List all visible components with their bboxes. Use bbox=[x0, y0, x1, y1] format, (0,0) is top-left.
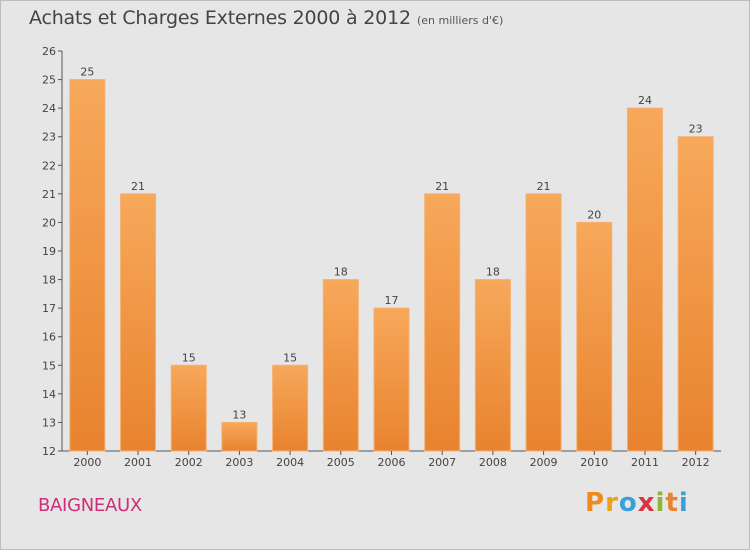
bar-value-label: 17 bbox=[385, 294, 399, 307]
bar-value-label: 21 bbox=[131, 180, 145, 193]
chart-unit-note: (en milliers d'€) bbox=[417, 14, 504, 27]
bar bbox=[373, 307, 410, 452]
y-tick-label: 26 bbox=[42, 45, 56, 58]
bar bbox=[221, 421, 258, 452]
brand-letter: i bbox=[678, 488, 689, 518]
bar bbox=[576, 221, 613, 452]
y-tick-label: 17 bbox=[42, 302, 56, 315]
bar-value-label: 13 bbox=[232, 408, 246, 421]
bar bbox=[525, 193, 562, 452]
bar-value-label: 15 bbox=[182, 351, 196, 364]
bar-value-label: 25 bbox=[80, 66, 94, 79]
bar bbox=[677, 136, 714, 452]
y-tick-label: 23 bbox=[42, 131, 56, 144]
x-tick-label: 2004 bbox=[276, 456, 304, 469]
bar bbox=[424, 193, 461, 452]
bar-value-label: 21 bbox=[537, 180, 551, 193]
brand-letter: i bbox=[655, 488, 666, 518]
bar bbox=[322, 279, 359, 452]
y-tick-label: 16 bbox=[42, 331, 56, 344]
brand-letter: x bbox=[637, 488, 656, 518]
y-tick-label: 22 bbox=[42, 159, 56, 172]
proxiti-logo[interactable]: Proxiti bbox=[585, 488, 689, 518]
x-tick-label: 2010 bbox=[580, 456, 608, 469]
x-tick-label: 2001 bbox=[124, 456, 152, 469]
bar bbox=[69, 79, 106, 452]
x-tick-label: 2003 bbox=[225, 456, 253, 469]
brand-letter: t bbox=[665, 488, 679, 518]
y-tick-label: 14 bbox=[42, 388, 56, 401]
x-tick-label: 2007 bbox=[428, 456, 456, 469]
x-tick-label: 2005 bbox=[327, 456, 355, 469]
y-tick-label: 19 bbox=[42, 245, 56, 258]
y-tick-label: 12 bbox=[42, 445, 56, 458]
bar-value-label: 21 bbox=[435, 180, 449, 193]
chart-title: Achats et Charges Externes 2000 à 2012 bbox=[29, 7, 411, 29]
y-tick-label: 20 bbox=[42, 216, 56, 229]
bar bbox=[170, 364, 207, 452]
bar bbox=[272, 364, 309, 452]
y-tick-label: 13 bbox=[42, 416, 56, 429]
brand-letter: r bbox=[605, 488, 619, 518]
bar bbox=[474, 279, 511, 452]
bar bbox=[120, 193, 157, 452]
x-tick-label: 2011 bbox=[631, 456, 659, 469]
y-tick-label: 21 bbox=[42, 188, 56, 201]
bar-value-label: 20 bbox=[587, 208, 601, 221]
x-tick-label: 2002 bbox=[175, 456, 203, 469]
brand-letter: P bbox=[585, 488, 606, 518]
y-tick-label: 24 bbox=[42, 102, 56, 115]
bar-value-label: 23 bbox=[689, 123, 703, 136]
y-tick-label: 18 bbox=[42, 274, 56, 287]
brand-letter: o bbox=[618, 488, 638, 518]
bar-value-label: 18 bbox=[486, 266, 500, 279]
location-name: BAIGNEAUX bbox=[38, 495, 142, 516]
bar-value-label: 24 bbox=[638, 94, 652, 107]
y-tick-label: 15 bbox=[42, 359, 56, 372]
x-tick-label: 2009 bbox=[530, 456, 558, 469]
bar-value-label: 15 bbox=[283, 351, 297, 364]
bar bbox=[626, 107, 663, 452]
x-tick-label: 2006 bbox=[378, 456, 406, 469]
x-tick-label: 2012 bbox=[682, 456, 710, 469]
y-tick-label: 25 bbox=[42, 74, 56, 87]
x-tick-label: 2008 bbox=[479, 456, 507, 469]
bar-value-label: 18 bbox=[334, 266, 348, 279]
x-tick-label: 2000 bbox=[73, 456, 101, 469]
